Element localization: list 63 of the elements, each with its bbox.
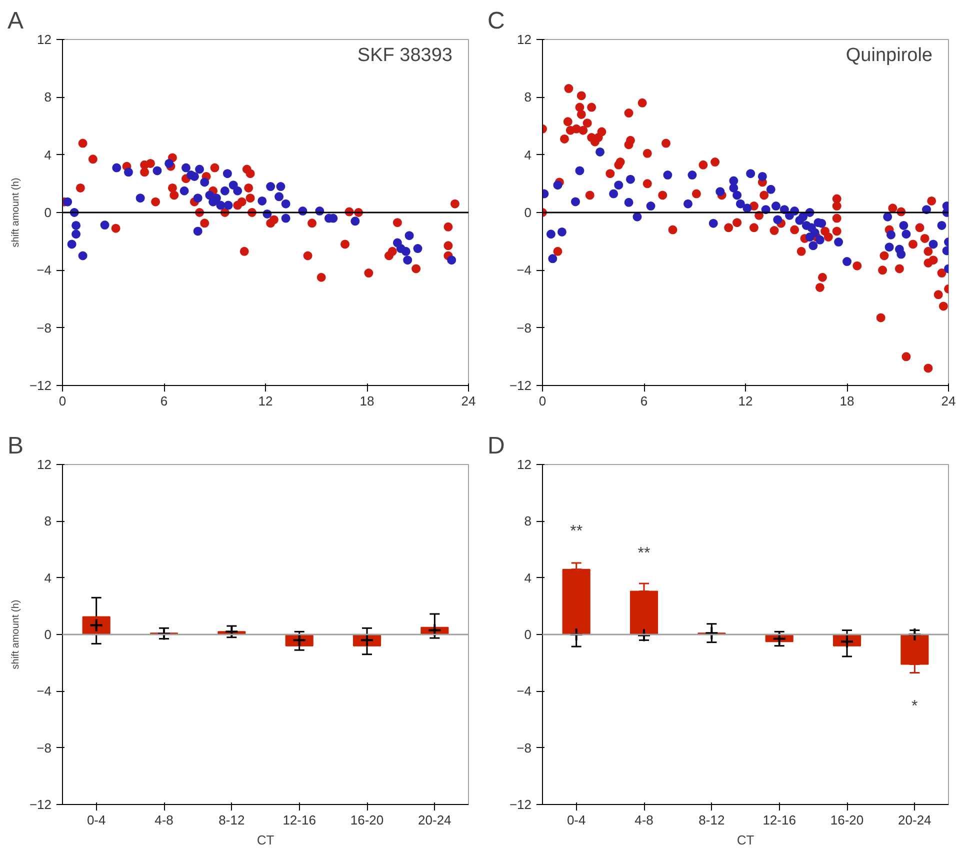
y-tick-label: 8: [44, 90, 52, 105]
x-tick-label: 18: [360, 394, 374, 408]
y-tick-label: −8: [516, 320, 532, 336]
y-tick-label: 4: [524, 147, 532, 162]
y-tick-label: −4: [36, 684, 52, 699]
y-tick-label: −8: [516, 740, 532, 756]
annotation: Quinpirole: [846, 45, 933, 66]
y-tick-label: 8: [524, 90, 532, 105]
annotation: SKF 38393: [357, 45, 453, 66]
x-tick-label: 18: [840, 394, 854, 408]
x-tick-label: 0-4: [86, 812, 106, 828]
y-tick-label: −8: [36, 320, 52, 336]
x-axis-title: CT: [256, 832, 274, 848]
y-tick-label: 12: [517, 457, 532, 472]
x-tick-label: 4-8: [634, 812, 654, 828]
y-tick-label: 4: [44, 147, 52, 162]
y-tick-label: 4: [44, 570, 52, 586]
y-axis-title: shift amount (h): [10, 178, 22, 248]
y-tick-label: −4: [36, 262, 52, 278]
x-tick-label: 8-12: [218, 812, 245, 828]
x-tick-label: 16-20: [350, 812, 384, 828]
x-tick-label: 12-16: [762, 812, 796, 828]
x-tick-label: 4-8: [154, 812, 174, 828]
x-tick-label: 0-4: [566, 812, 586, 828]
y-tick-label: 0: [524, 627, 532, 642]
x-tick-label: 16-20: [830, 812, 864, 828]
x-tick-label: 12: [258, 394, 273, 408]
y-axis-title: shift amount (h): [10, 600, 22, 670]
chart-title: D: [488, 432, 505, 460]
x-tick-label: 24: [941, 394, 956, 408]
x-tick-label: 20-24: [418, 812, 452, 828]
annotation: **: [570, 522, 583, 540]
x-tick-label: 12-16: [282, 812, 316, 828]
y-tick-label: −12: [509, 378, 532, 393]
y-tick-label: 4: [524, 570, 532, 586]
x-tick-label: 24: [461, 394, 476, 408]
annotation: *: [912, 698, 918, 715]
y-tick-label: 12: [517, 32, 532, 47]
x-tick-label: 0: [58, 394, 66, 408]
y-tick-label: 8: [524, 514, 532, 529]
x-axis-title: CT: [736, 832, 754, 848]
chart-title: A: [8, 8, 24, 34]
y-tick-label: −12: [29, 797, 52, 812]
y-tick-label: −8: [36, 740, 52, 756]
y-tick-label: 0: [524, 205, 532, 220]
y-tick-label: 0: [44, 627, 52, 642]
annotation: **: [638, 544, 650, 562]
y-tick-label: 12: [37, 32, 52, 47]
chart-title: C: [488, 8, 505, 34]
y-tick-label: 8: [44, 514, 52, 529]
y-tick-label: −4: [516, 684, 532, 699]
y-tick-label: −12: [29, 378, 52, 393]
y-tick-label: −4: [516, 262, 532, 278]
y-tick-label: 0: [44, 205, 52, 220]
x-tick-label: 8-12: [698, 812, 725, 828]
y-tick-label: −12: [509, 797, 532, 812]
chart-title: B: [8, 432, 24, 460]
x-tick-label: 6: [160, 394, 168, 408]
x-tick-label: 12: [738, 394, 753, 408]
x-tick-label: 20-24: [898, 812, 932, 828]
y-tick-label: 12: [37, 457, 52, 472]
x-tick-label: 0: [538, 394, 546, 408]
x-tick-label: 6: [640, 394, 648, 408]
